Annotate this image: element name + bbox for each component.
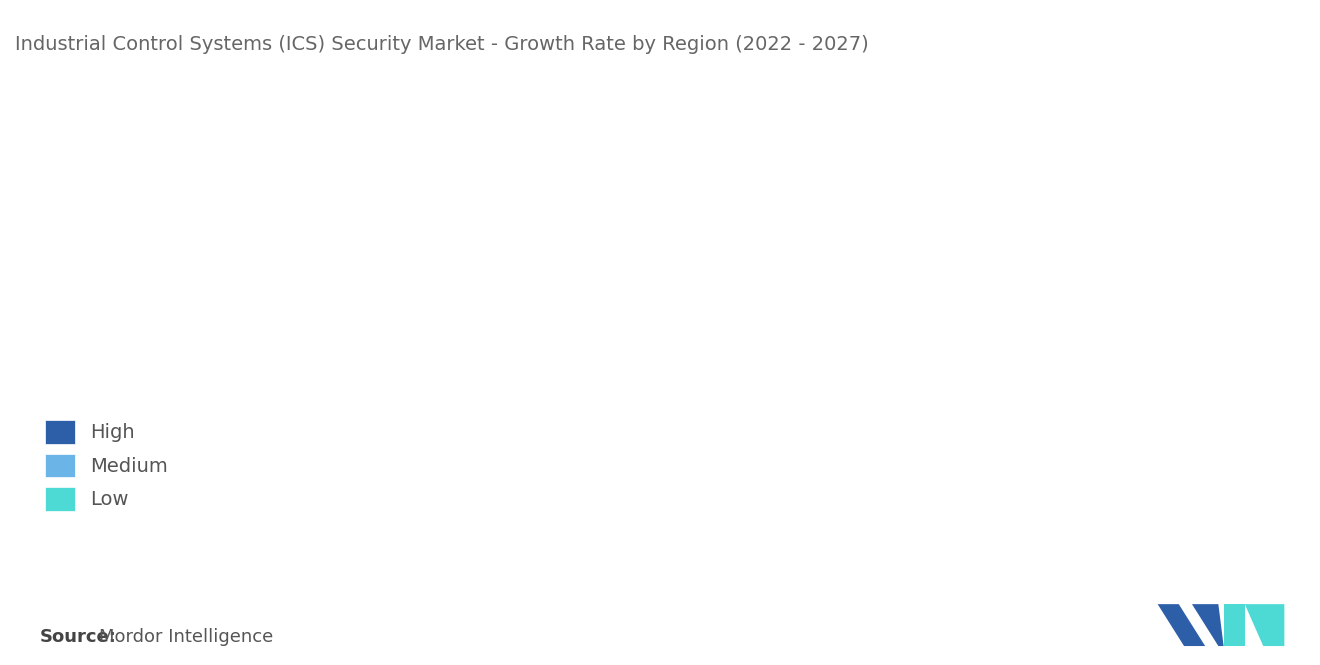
Polygon shape <box>1224 604 1245 646</box>
Text: Source:: Source: <box>40 628 116 646</box>
Legend: High, Medium, Low: High, Medium, Low <box>38 412 176 519</box>
Polygon shape <box>1245 604 1284 646</box>
Text: Industrial Control Systems (ICS) Security Market - Growth Rate by Region (2022 -: Industrial Control Systems (ICS) Securit… <box>15 35 869 54</box>
Polygon shape <box>1192 604 1224 646</box>
Text: Mordor Intelligence: Mordor Intelligence <box>99 628 273 646</box>
Polygon shape <box>1158 604 1205 646</box>
